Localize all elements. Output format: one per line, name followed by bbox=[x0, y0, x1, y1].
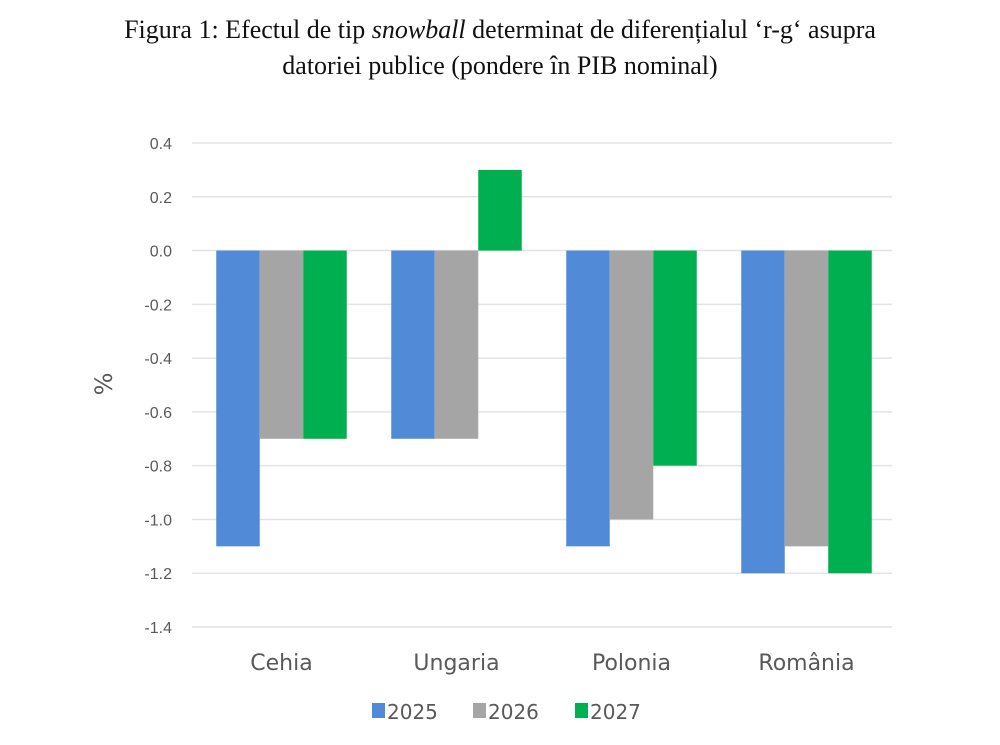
y-axis-title: % bbox=[90, 373, 118, 396]
legend: 2025 2026 2027 bbox=[372, 700, 641, 724]
y-tick-label: -1.0 bbox=[144, 512, 172, 529]
y-tick-label: -0.2 bbox=[144, 297, 172, 314]
bars bbox=[216, 169, 872, 574]
bar-cehia-2027 bbox=[303, 250, 347, 439]
x-category-label: Polonia bbox=[592, 651, 671, 676]
caption-line-1: Figura 1: Efectul de tip snowball determ… bbox=[124, 15, 876, 44]
bar-ungaria-2026 bbox=[434, 250, 479, 439]
y-tick-label: 0.4 bbox=[150, 136, 172, 153]
bar-polonia-2025 bbox=[566, 250, 610, 547]
legend-label: 2027 bbox=[590, 700, 641, 724]
y-tick-label: 0.0 bbox=[150, 244, 172, 261]
x-category-label: Cehia bbox=[250, 651, 312, 676]
legend-label: 2025 bbox=[387, 700, 438, 724]
legend-label: 2026 bbox=[488, 700, 539, 724]
y-axis-ticks: 0.4 0.2 0.0 -0.2 -0.4 -0.6 -0.8 -1.0 -1.2 -1.4 bbox=[144, 136, 172, 637]
bar-cehia-2025 bbox=[216, 250, 260, 547]
gridlines bbox=[192, 142, 892, 628]
y-tick-label: -0.4 bbox=[144, 351, 172, 368]
y-tick-label: -0.6 bbox=[144, 405, 172, 422]
y-tick-label: 0.2 bbox=[150, 190, 172, 207]
bar-românia-2026 bbox=[784, 250, 829, 547]
caption-line-2: datoriei publice (pondere în PIB nominal… bbox=[282, 51, 718, 80]
y-tick-label: -1.4 bbox=[144, 620, 172, 637]
y-tick-label: -0.8 bbox=[144, 459, 172, 476]
bar-polonia-2027 bbox=[653, 250, 697, 466]
bar-românia-2027 bbox=[828, 250, 872, 574]
legend-swatch-2025 bbox=[372, 703, 385, 718]
bar-ungaria-2027 bbox=[478, 169, 522, 251]
bar-cehia-2026 bbox=[259, 250, 304, 439]
figure-caption: Figura 1: Efectul de tip snowball determ… bbox=[0, 12, 1000, 84]
legend-swatch-2026 bbox=[473, 703, 486, 718]
x-category-label: Ungaria bbox=[413, 651, 499, 676]
bar-românia-2025 bbox=[741, 250, 785, 574]
caption-italic-term: snowball bbox=[371, 15, 466, 44]
x-axis-categories: Cehia Ungaria Polonia România bbox=[250, 651, 854, 676]
bar-ungaria-2025 bbox=[391, 250, 435, 439]
legend-swatch-2027 bbox=[575, 703, 588, 718]
bar-polonia-2026 bbox=[609, 250, 654, 520]
y-tick-label: -1.2 bbox=[144, 566, 172, 583]
x-category-label: România bbox=[758, 651, 854, 676]
